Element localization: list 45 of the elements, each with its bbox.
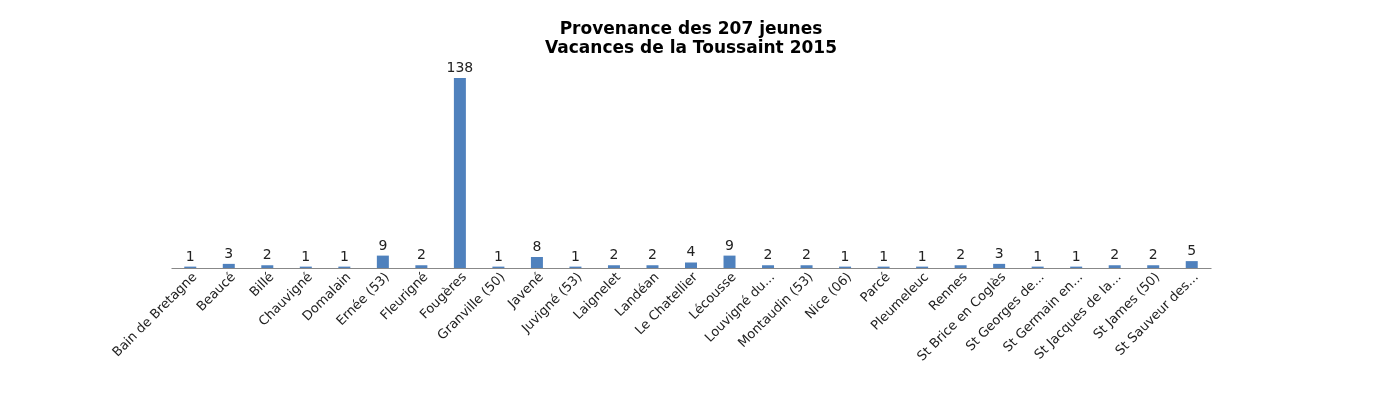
- bar: [762, 265, 775, 268]
- data-label: 1: [1071, 247, 1081, 264]
- data-label: 1: [1033, 247, 1043, 264]
- data-label: 1: [917, 247, 927, 264]
- bar: [723, 255, 736, 268]
- data-label: 2: [956, 246, 966, 263]
- data-label: 2: [763, 246, 773, 263]
- bar: [453, 78, 466, 268]
- bar: [1185, 261, 1198, 268]
- data-label: 2: [609, 246, 619, 263]
- data-label: 3: [994, 244, 1004, 261]
- bar: [685, 262, 697, 268]
- data-label: 9: [378, 236, 388, 253]
- bar: [530, 256, 543, 268]
- bar: [376, 255, 389, 268]
- data-label: 2: [262, 246, 272, 263]
- bar: [1147, 265, 1160, 268]
- bar: [1108, 265, 1121, 268]
- data-label: 2: [1148, 246, 1158, 263]
- data-label: 138: [446, 59, 474, 75]
- data-label: 1: [570, 247, 580, 264]
- data-label: 2: [648, 246, 657, 263]
- data-label: 8: [532, 237, 542, 254]
- bar: [646, 265, 659, 268]
- data-label: 1: [840, 247, 850, 264]
- data-label: 1: [339, 247, 349, 264]
- data-label: 2: [416, 246, 426, 263]
- bar: [800, 265, 813, 268]
- data-label: 1: [493, 247, 503, 264]
- bar: [954, 265, 967, 268]
- bar: [607, 265, 620, 268]
- data-label: 1: [879, 247, 889, 264]
- data-label: 4: [686, 243, 696, 260]
- bar: [415, 265, 428, 268]
- bar: [993, 263, 1006, 268]
- data-label: 5: [1187, 242, 1197, 259]
- data-label: 3: [224, 244, 234, 261]
- data-label: 1: [301, 247, 311, 264]
- chart-title: Provenance des 207 jeunes Vacances de la Toussaint 2015: [545, 18, 837, 57]
- bar: [261, 265, 274, 268]
- data-label: 9: [725, 236, 734, 253]
- bar: [222, 263, 235, 268]
- data-label: 2: [802, 246, 812, 263]
- data-label: 2: [1110, 246, 1120, 263]
- data-label: 1: [185, 247, 195, 264]
